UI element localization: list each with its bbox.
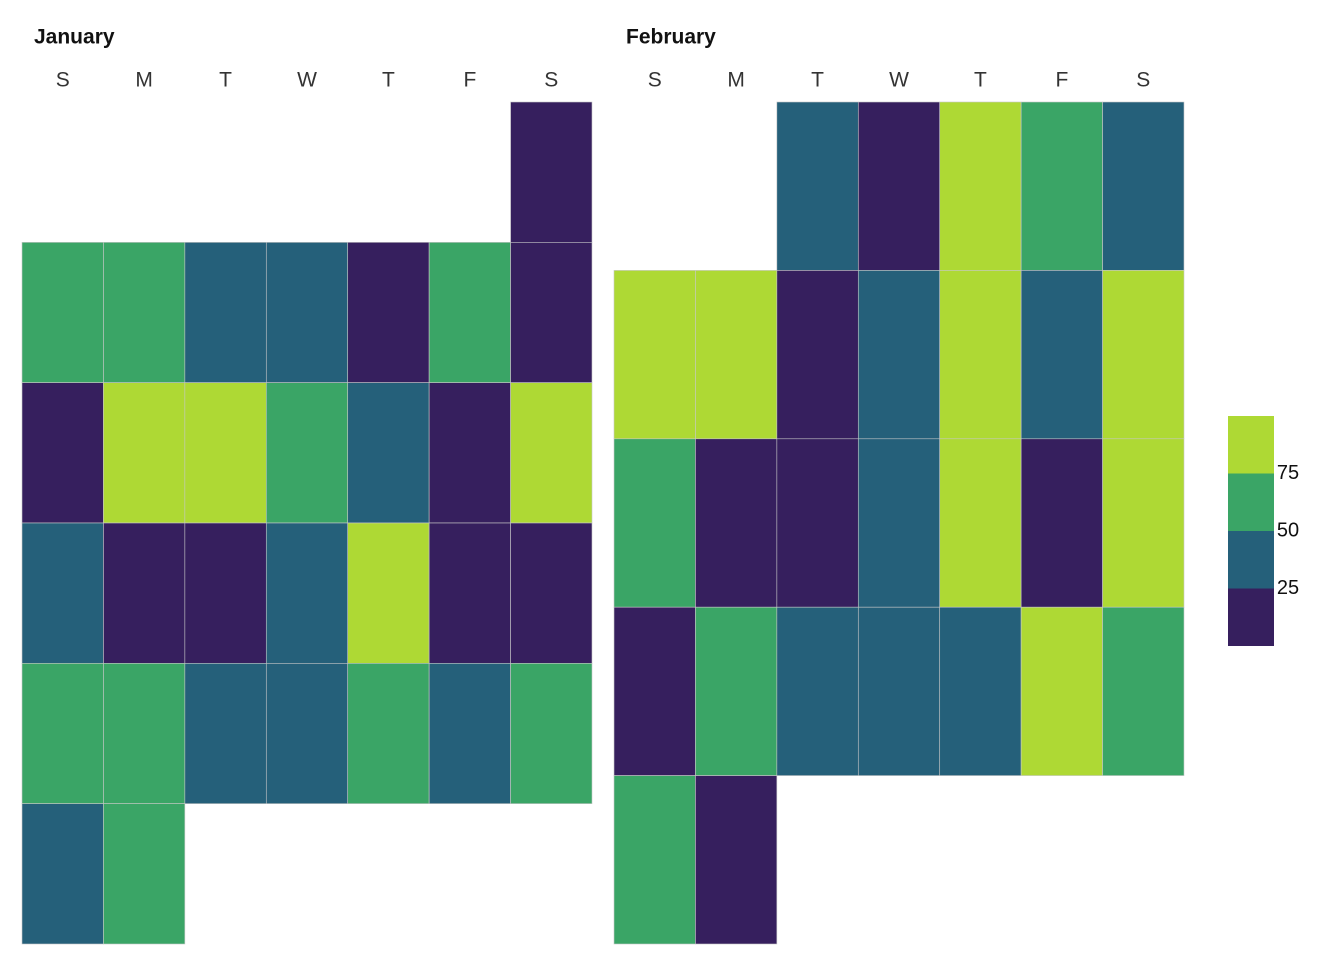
colorbar-tick-label: 50 xyxy=(1277,519,1299,541)
day-cell xyxy=(184,663,267,804)
day-cell xyxy=(21,242,104,383)
day-cell xyxy=(21,803,104,945)
day-cell xyxy=(184,382,267,524)
day-cell xyxy=(265,242,349,383)
weekday-label: S xyxy=(544,69,558,92)
colorbar-block xyxy=(1228,588,1274,646)
day-cell xyxy=(776,606,859,776)
weekday-label: W xyxy=(297,69,317,92)
day-cell xyxy=(184,522,267,664)
day-cell xyxy=(510,663,593,804)
day-cell xyxy=(1102,438,1185,608)
day-cell xyxy=(265,522,349,664)
day-cell xyxy=(695,270,778,440)
day-cell xyxy=(510,242,593,383)
day-cell xyxy=(21,663,104,804)
day-cell xyxy=(347,663,430,804)
day-cell xyxy=(857,101,941,271)
weekday-label: W xyxy=(889,69,909,92)
day-cell xyxy=(1102,270,1185,440)
day-cell xyxy=(265,382,349,524)
day-cell xyxy=(939,101,1022,271)
weekday-label: T xyxy=(811,69,824,92)
weekday-label: S xyxy=(1136,69,1150,92)
day-cell xyxy=(21,522,104,664)
day-cell xyxy=(939,438,1022,608)
day-cell xyxy=(103,803,186,945)
day-cell xyxy=(265,663,349,804)
colorbar-tick-label: 75 xyxy=(1277,462,1299,484)
weekday-label: S xyxy=(648,69,662,92)
day-cell xyxy=(428,242,511,383)
day-cell xyxy=(1020,270,1103,440)
weekday-label: F xyxy=(1055,69,1068,92)
day-cell xyxy=(347,522,430,664)
day-cell xyxy=(347,242,430,383)
colorbar-block xyxy=(1228,473,1274,531)
day-cell xyxy=(776,270,859,440)
colorbar-tick-label: 25 xyxy=(1277,577,1299,599)
colorbar-block xyxy=(1228,416,1274,474)
day-cell xyxy=(510,101,593,243)
day-cell xyxy=(1020,101,1103,271)
day-cell xyxy=(939,270,1022,440)
day-cell xyxy=(103,663,186,804)
day-cell xyxy=(1102,606,1185,776)
day-cell xyxy=(103,522,186,664)
day-cell xyxy=(695,438,778,608)
day-cell xyxy=(510,382,593,524)
day-cell xyxy=(184,242,267,383)
colorbar-block xyxy=(1228,531,1274,589)
weekday-label: T xyxy=(382,69,395,92)
day-cell xyxy=(103,382,186,524)
weekday-label: M xyxy=(135,69,153,92)
day-cell xyxy=(613,270,696,440)
day-cell xyxy=(776,101,859,271)
weekday-label: T xyxy=(974,69,987,92)
weekday-label: S xyxy=(56,69,70,92)
month-title: February xyxy=(626,26,716,49)
day-cell xyxy=(1020,438,1103,608)
day-cell xyxy=(510,522,593,664)
day-cell xyxy=(939,606,1022,776)
day-cell xyxy=(428,522,511,664)
day-cell xyxy=(613,775,696,945)
weekday-label: F xyxy=(463,69,476,92)
day-cell xyxy=(428,382,511,524)
day-cell xyxy=(857,270,941,440)
day-cell xyxy=(428,663,511,804)
day-cell xyxy=(857,606,941,776)
weekday-label: M xyxy=(727,69,745,92)
day-cell xyxy=(1020,606,1103,776)
day-cell xyxy=(776,438,859,608)
day-cell xyxy=(21,382,104,524)
day-cell xyxy=(613,606,696,776)
day-cell xyxy=(695,775,778,945)
weekday-label: T xyxy=(219,69,232,92)
month-title: January xyxy=(34,26,115,49)
day-cell xyxy=(857,438,941,608)
day-cell xyxy=(103,242,186,383)
day-cell xyxy=(613,438,696,608)
day-cell xyxy=(695,606,778,776)
day-cell xyxy=(347,382,430,524)
day-cell xyxy=(1102,101,1185,271)
